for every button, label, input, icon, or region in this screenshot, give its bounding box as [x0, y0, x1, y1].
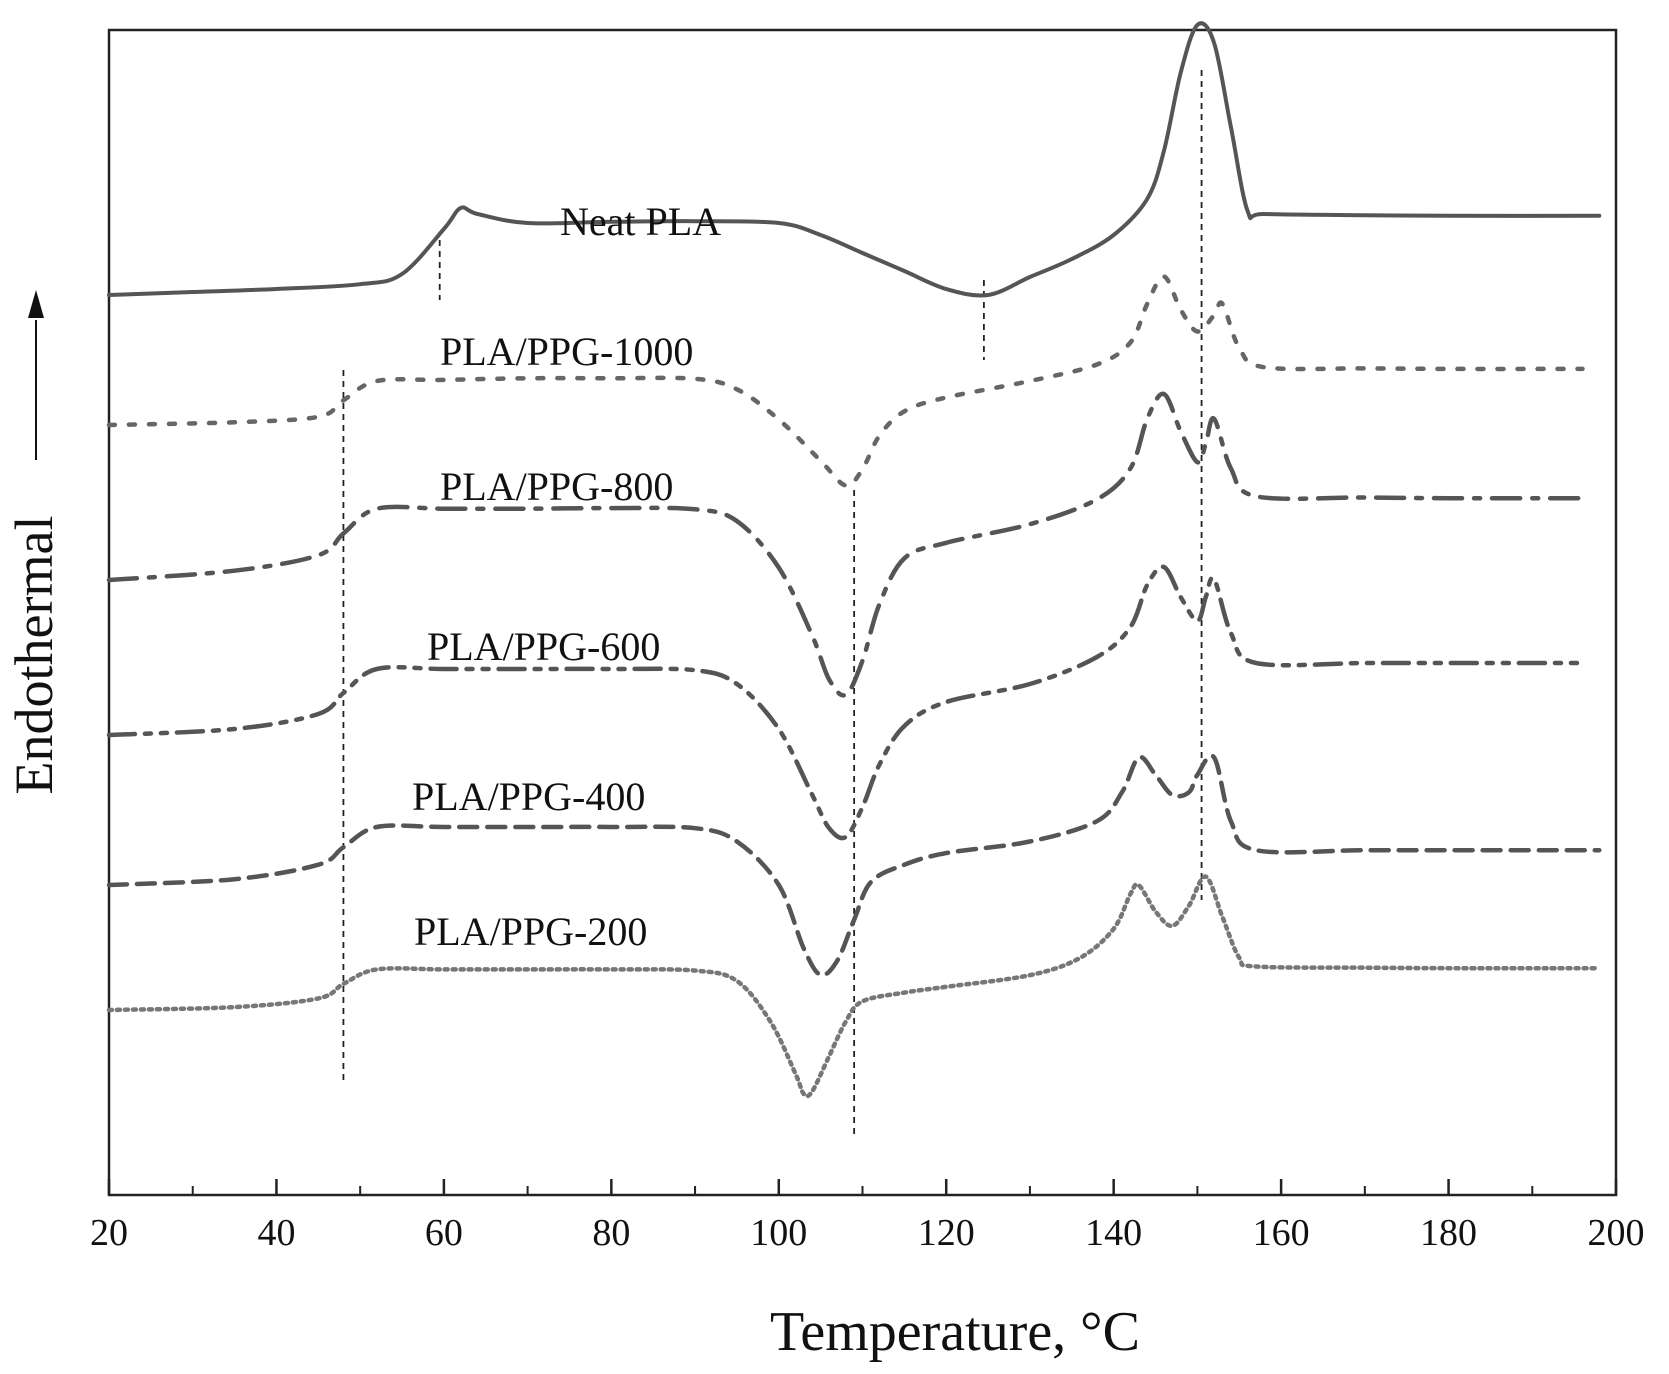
x-tick-label: 200 [1588, 1212, 1645, 1254]
reference-lines [342, 70, 1203, 1135]
x-tick-label: 100 [750, 1212, 807, 1254]
series-line-pla-ppg-800 [106, 391, 1585, 698]
series-labels: Neat PLA PLA/PPG-1000 PLA/PPG-800 PLA/PPG-6… [412, 199, 721, 954]
series-line-pla-ppg-600 [106, 564, 1585, 841]
series-group [106, 21, 1602, 1099]
x-tick-label: 80 [592, 1212, 630, 1254]
x-tick-label: 180 [1420, 1212, 1477, 1254]
series-label-pla-ppg-800: PLA/PPG-800 [440, 464, 673, 509]
x-axis-title: Temperature, °C [770, 1301, 1140, 1363]
series-label-pla-ppg-1000: PLA/PPG-1000 [440, 329, 693, 374]
x-tick-label: 20 [90, 1212, 128, 1254]
series-label-neat-pla: Neat PLA [560, 199, 721, 244]
series-line-pla-ppg-200 [106, 874, 1602, 1099]
y-axis-arrow-head [28, 290, 44, 318]
x-tick-label: 60 [425, 1212, 463, 1254]
series-line-pla-ppg-1000 [106, 274, 1585, 488]
x-tick-label: 160 [1253, 1212, 1310, 1254]
plot-frame [107, 28, 1618, 1197]
series-label-pla-ppg-400: PLA/PPG-400 [412, 774, 645, 819]
y-axis-title: Endothermal [4, 516, 64, 795]
y-axis-title-group: Endothermal [4, 290, 64, 794]
series-line-pla-ppg-400 [106, 753, 1602, 978]
series-label-pla-ppg-600: PLA/PPG-600 [427, 624, 660, 669]
x-tick-label: 40 [257, 1212, 295, 1254]
x-axis-ticks: 20 40 60 80 100 120 140 160 180 200 [90, 1179, 1645, 1254]
series-line-neat-pla [107, 21, 1602, 298]
x-tick-label: 140 [1085, 1212, 1142, 1254]
x-tick-label: 120 [918, 1212, 975, 1254]
series-label-pla-ppg-200: PLA/PPG-200 [414, 909, 647, 954]
